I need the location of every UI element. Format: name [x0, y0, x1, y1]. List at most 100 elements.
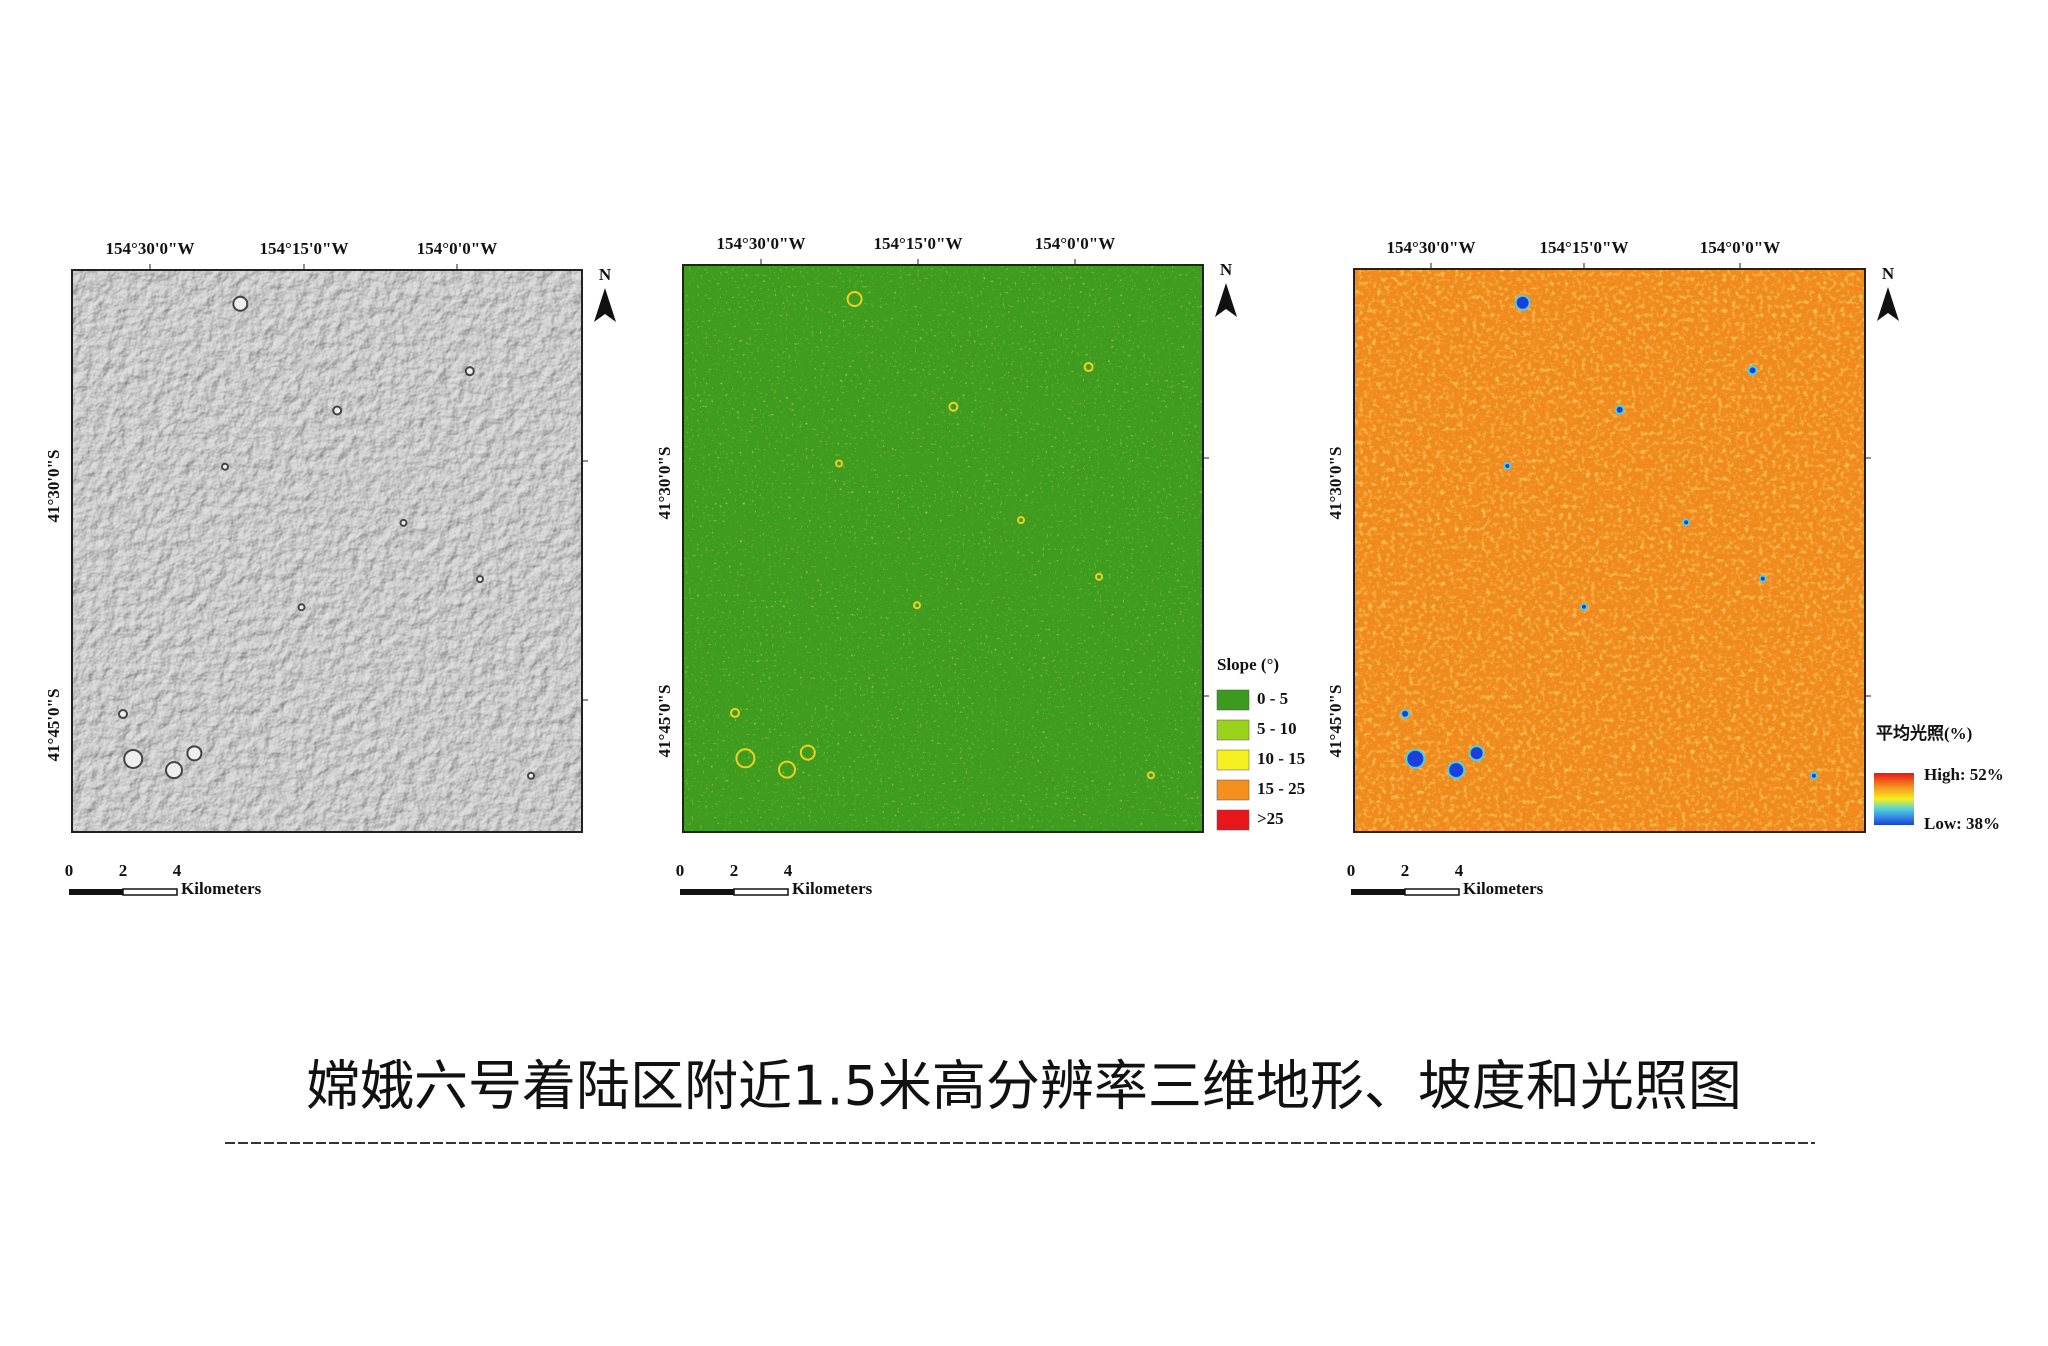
legend-swatch — [1216, 749, 1250, 771]
scale-tick-label: 0 — [1347, 861, 1356, 880]
crater — [1747, 365, 1758, 376]
crater — [1758, 574, 1767, 583]
scale-unit: Kilometers — [1463, 879, 1544, 898]
scale-bar-white — [122, 888, 178, 896]
y-coord-label: 41°45'0"S — [1326, 685, 1345, 758]
x-coord-label: 154°0'0"W — [1035, 234, 1115, 253]
legend-low: Low: 38% — [1924, 814, 2000, 833]
x-coord-label: 154°30'0"W — [106, 239, 195, 258]
x-coord-label: 154°15'0"W — [874, 234, 963, 253]
map-texture — [683, 265, 1203, 832]
north-label: N — [1220, 260, 1233, 279]
y-coord-label: 41°30'0"S — [1326, 447, 1345, 520]
crater — [1017, 516, 1025, 525]
north-arrow — [594, 288, 616, 322]
crater — [1447, 761, 1466, 780]
crater — [1083, 362, 1094, 373]
north-arrow — [1215, 283, 1237, 317]
legend-swatch — [1216, 689, 1250, 711]
crater — [1147, 771, 1155, 780]
map-texture — [72, 270, 582, 832]
crater — [1614, 404, 1625, 415]
legend-label: 10 - 15 — [1257, 749, 1305, 768]
caption: 嫦娥六号着陆区附近1.5米高分辨率三维地形、坡度和光照图 — [306, 1055, 1742, 1118]
north-label: N — [599, 265, 612, 284]
crater — [778, 760, 796, 779]
crater — [165, 761, 183, 780]
scale-bar-black — [680, 889, 734, 895]
scale-bar-white — [1404, 888, 1460, 896]
scale-tick-label: 0 — [65, 861, 74, 880]
scale-tick-label: 4 — [1455, 861, 1464, 880]
crater — [835, 459, 843, 468]
map-panel: 154°30'0"W 154°15'0"W 154°0'0"W 41°30'0"S 41… — [1326, 238, 2004, 898]
map-frame — [71, 269, 583, 833]
crater — [464, 366, 475, 377]
x-coord-label: 154°0'0"W — [1700, 238, 1780, 257]
scale-tick-label: 2 — [119, 861, 128, 880]
legend-swatch — [1216, 809, 1250, 831]
legend-swatch — [1216, 779, 1250, 801]
legend-gradient — [1874, 773, 1914, 825]
legend-label: 5 - 10 — [1257, 719, 1297, 738]
crater — [186, 745, 203, 762]
crater — [527, 771, 535, 780]
crater — [913, 601, 921, 610]
y-coord-label: 41°30'0"S — [655, 447, 674, 520]
crater — [1514, 294, 1531, 311]
crater — [1503, 462, 1512, 471]
scale-tick-label: 4 — [173, 861, 182, 880]
crater — [1095, 572, 1103, 581]
map-frame — [682, 264, 1204, 833]
map-frame — [1353, 268, 1866, 833]
scale-unit: Kilometers — [792, 879, 873, 898]
crater — [221, 462, 229, 471]
crater — [1579, 602, 1588, 611]
crater — [1468, 745, 1485, 762]
x-coord-label: 154°15'0"W — [260, 239, 349, 258]
scale-tick-label: 0 — [676, 861, 685, 880]
x-coord-label: 154°30'0"W — [1387, 238, 1476, 257]
scale-tick-label: 4 — [784, 861, 793, 880]
scale-tick-label: 2 — [730, 861, 739, 880]
crater — [476, 575, 484, 584]
crater — [123, 748, 144, 769]
crater — [118, 708, 128, 719]
crater — [1400, 708, 1411, 719]
crater — [1809, 771, 1818, 780]
y-coord-label: 41°45'0"S — [44, 689, 63, 762]
map-texture — [1354, 269, 1865, 832]
crater — [332, 405, 343, 416]
crater — [1405, 748, 1426, 769]
legend-title: Slope (°) — [1217, 655, 1279, 674]
scale-tick-label: 2 — [1401, 861, 1410, 880]
x-coord-label: 154°0'0"W — [417, 239, 497, 258]
x-coord-label: 154°30'0"W — [717, 234, 806, 253]
scale-unit: Kilometers — [181, 879, 262, 898]
y-coord-label: 41°30'0"S — [44, 450, 63, 523]
map-panel: 154°30'0"W 154°15'0"W 154°0'0"W 41°30'0"S 41… — [44, 239, 616, 898]
crater — [297, 603, 306, 612]
crater — [232, 295, 249, 312]
crater — [948, 401, 959, 412]
scale-bar-black — [1351, 889, 1405, 895]
north-arrow — [1877, 287, 1899, 321]
legend-label: 15 - 25 — [1257, 779, 1305, 798]
crater — [730, 707, 740, 718]
north-label: N — [1882, 264, 1895, 283]
map-panel: 154°30'0"W 154°15'0"W 154°0'0"W41°30'0"S41… — [655, 234, 1305, 898]
legend-label: >25 — [1257, 809, 1284, 828]
legend-swatch — [1216, 719, 1250, 741]
y-coord-label: 41°45'0"S — [655, 685, 674, 758]
crater — [799, 744, 816, 761]
x-coord-label: 154°15'0"W — [1540, 238, 1629, 257]
legend-label: 0 - 5 — [1257, 689, 1288, 708]
scale-bar-white — [733, 888, 789, 896]
crater — [735, 748, 756, 769]
crater — [846, 291, 863, 308]
legend-title: 平均光照(%) — [1876, 723, 1972, 743]
crater — [399, 518, 408, 527]
crater — [1682, 518, 1691, 527]
scale-bar-black — [69, 889, 123, 895]
